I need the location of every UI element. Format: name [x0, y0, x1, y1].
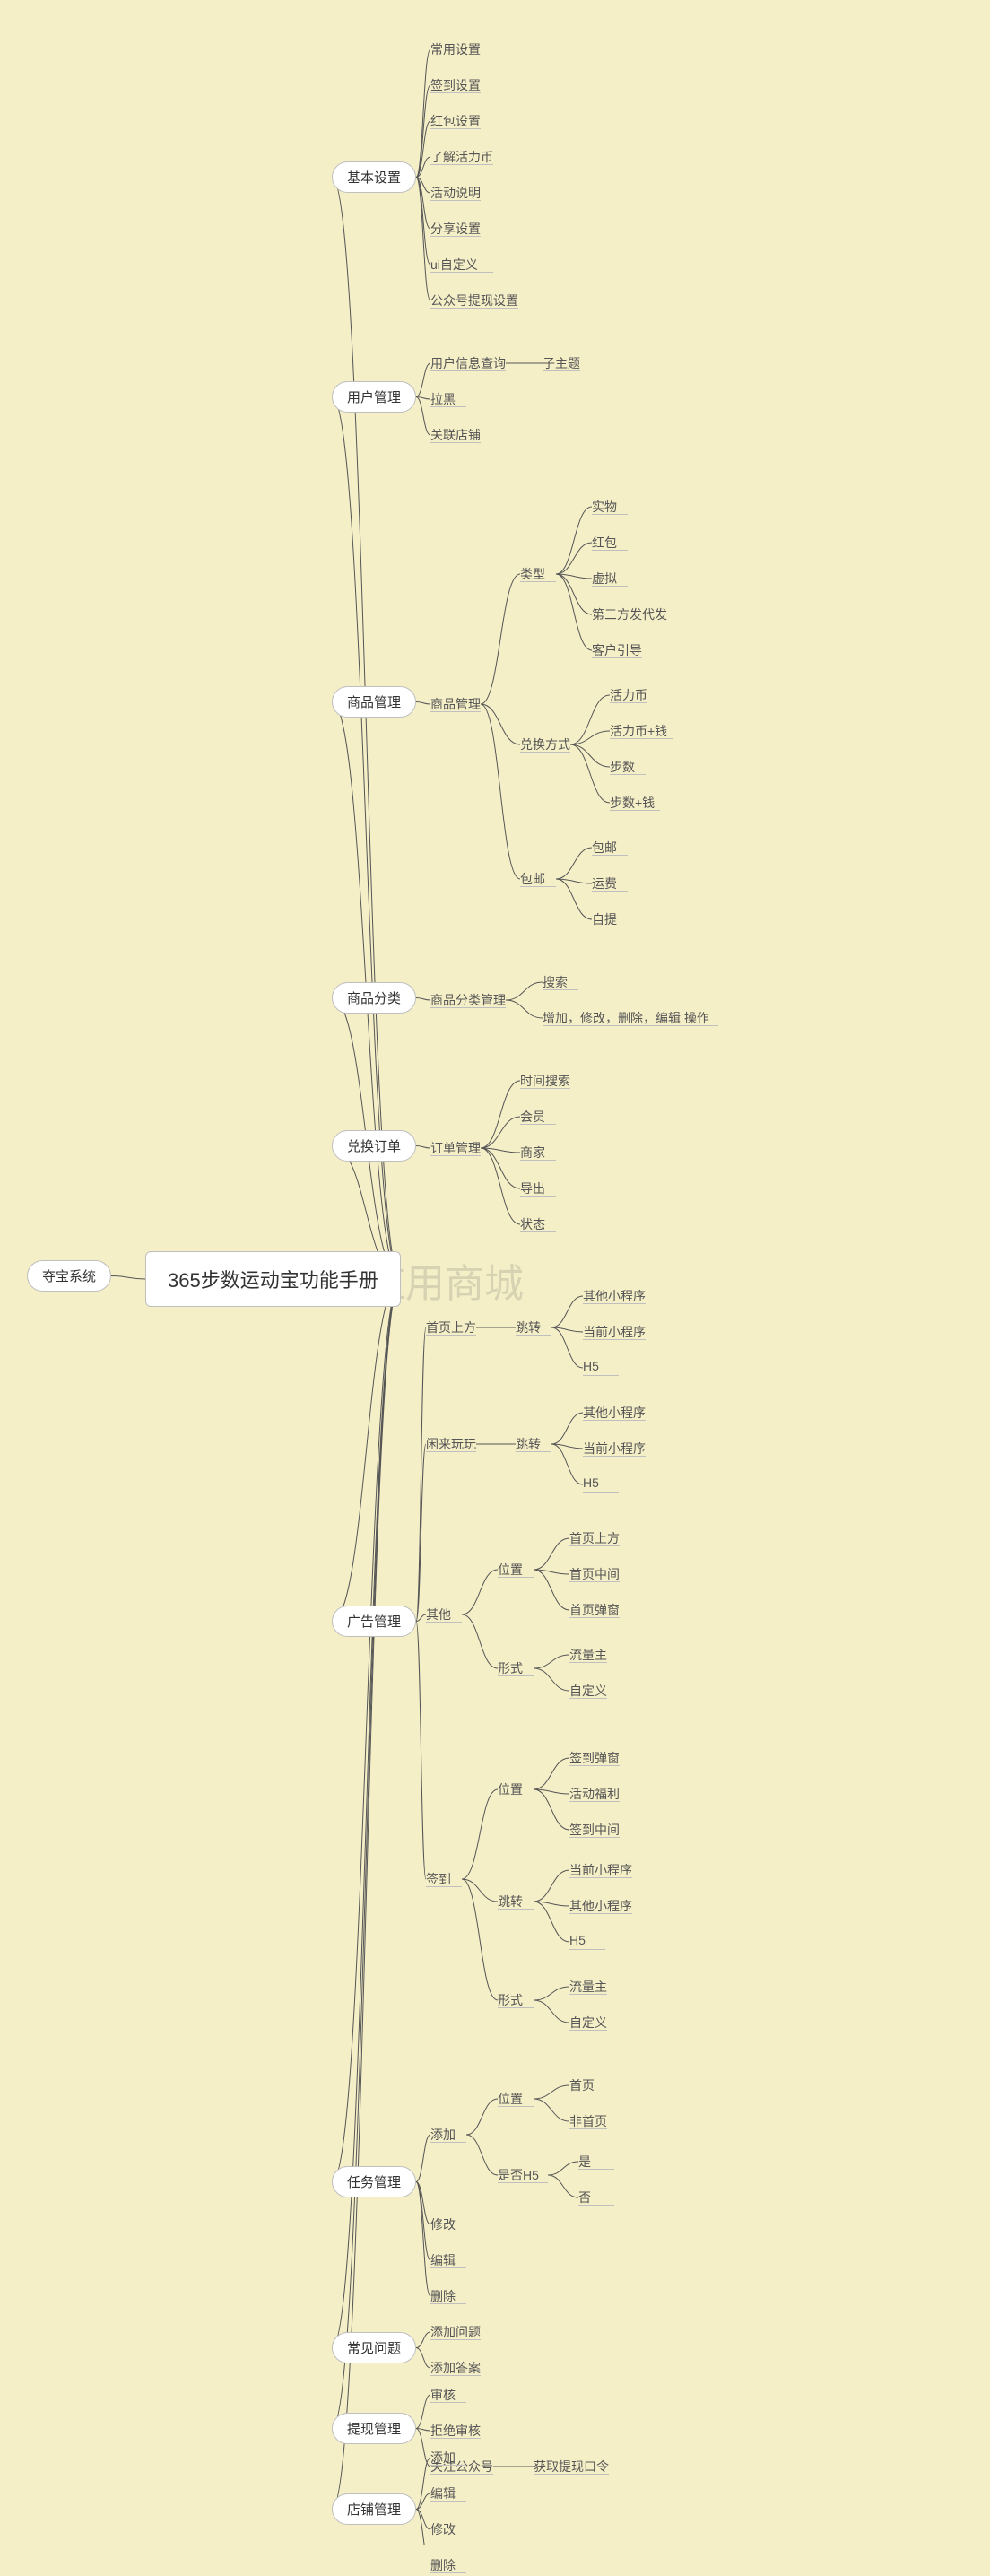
leaf-5-2-2[interactable]: H5 — [583, 1475, 599, 1492]
branch-4[interactable]: 兑换订单 — [332, 1130, 416, 1162]
branch-5[interactable]: 广告管理 — [332, 1606, 416, 1637]
leaf-5-2-2[interactable]: H5 — [583, 1359, 599, 1375]
branch-8[interactable]: 提现管理 — [332, 2413, 416, 2444]
branch-1[interactable]: 用户管理 — [332, 381, 416, 413]
root-node[interactable]: 365步数运动宝功能手册 — [145, 1251, 401, 1307]
branch-6[interactable]: 任务管理 — [332, 2166, 416, 2197]
branch-2[interactable]: 商品管理 — [332, 686, 416, 718]
branch-7[interactable]: 常见问题 — [332, 2332, 416, 2363]
left-node[interactable]: 夺宝系统 — [27, 1260, 111, 1292]
branch-0[interactable]: 基本设置 — [332, 161, 416, 193]
branch-3[interactable]: 商品分类 — [332, 982, 416, 1014]
branch-9[interactable]: 店铺管理 — [332, 2493, 416, 2525]
leaf-5-2-2[interactable]: H5 — [569, 1933, 586, 1949]
